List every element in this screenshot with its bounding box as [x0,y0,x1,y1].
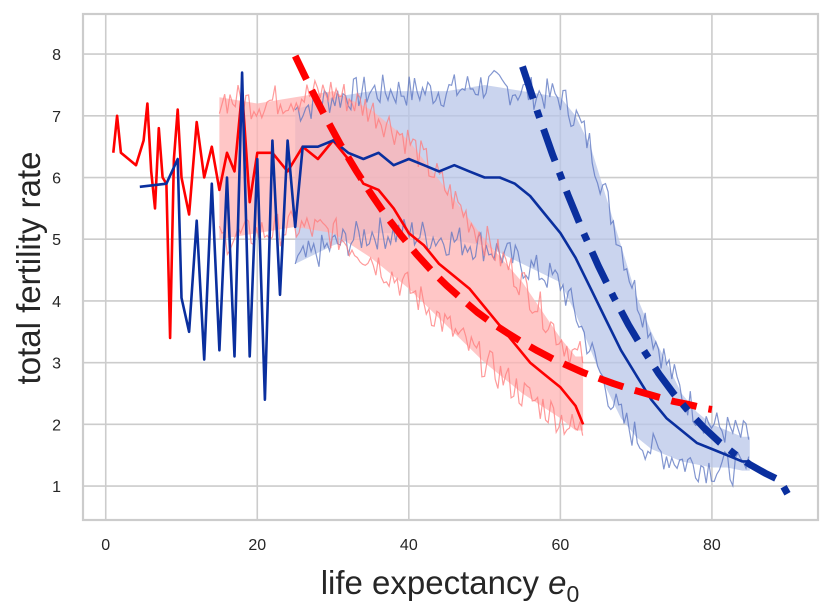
y-tick-label: 1 [52,479,61,496]
y-tick-label: 6 [52,171,61,188]
data-series [112,54,791,496]
x-tick-label: 40 [400,537,418,554]
red-band-high-trace [218,78,584,366]
y-axis-label: total fertility rate [10,152,47,385]
blue-band-low-trace [294,217,750,488]
x-tick-label: 60 [551,537,569,554]
x-axis-label: life expectancy e0 [321,564,580,607]
y-tick-label: 4 [52,294,61,311]
red-band [219,91,584,431]
x-tick-label: 0 [101,537,110,554]
blue-fit-line [519,65,791,496]
x-tick-labels: 0 20 40 60 80 [101,537,721,554]
blue-mean-line [139,71,750,463]
noise-traces [218,69,750,488]
red-fit-line [292,54,713,413]
y-tick-label: 3 [52,356,61,373]
red-mean-line [112,89,585,425]
red-band-low-trace [218,209,584,436]
x-tick-label: 20 [248,537,266,554]
x-tick-label: 80 [703,537,721,554]
y-tick-label: 8 [52,47,61,64]
plot-frame [81,12,820,522]
y-tick-label: 7 [52,109,61,126]
confidence-bands [219,85,750,471]
blue-band-high-trace [294,69,750,443]
y-tick-label: 2 [52,417,61,434]
y-tick-labels: 1 2 3 4 5 6 7 8 [52,47,61,496]
y-tick-label: 5 [52,232,61,249]
